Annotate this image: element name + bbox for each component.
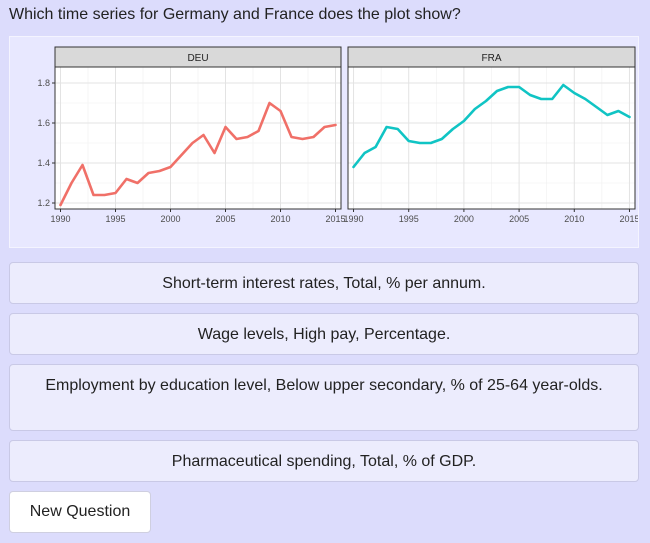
answer-option-2[interactable]: Wage levels, High pay, Percentage.: [9, 313, 639, 355]
y-tick-label: 1.4: [37, 158, 50, 168]
answer-option-1[interactable]: Short-term interest rates, Total, % per …: [9, 262, 639, 304]
x-tick-label: 2005: [509, 214, 529, 224]
plot-area: DEU 1990 1995 2000 2005 2010 2015 1.2 1.4 1.6 1.8 F…: [9, 36, 639, 248]
new-question-button[interactable]: New Question: [9, 491, 151, 533]
x-tick-label: 1995: [399, 214, 419, 224]
x-tick-label: 2005: [215, 214, 235, 224]
facet-label-deu: DEU: [187, 53, 208, 64]
panel-border-fra: [347, 66, 636, 210]
x-tick-label: 2010: [564, 214, 584, 224]
y-tick-label: 1.2: [37, 198, 50, 208]
question-text: Which time series for Germany and France…: [9, 6, 461, 23]
x-tick-label: 1990: [344, 214, 364, 224]
y-tick-label: 1.6: [37, 118, 50, 128]
panel-border-deu: [54, 66, 342, 210]
x-tick-label: 2015: [619, 214, 638, 224]
x-tick-label: 2000: [160, 214, 180, 224]
series-line-deu: [59, 101, 337, 207]
facet-label-fra: FRA: [482, 53, 502, 64]
faceted-line-chart: DEU 1990 1995 2000 2005 2010 2015 1.2 1.4 1.6 1.8 F…: [37, 46, 638, 224]
y-tick-label: 1.8: [37, 78, 50, 88]
x-tick-label: 2010: [270, 214, 290, 224]
answer-option-3[interactable]: Employment by education level, Below upp…: [9, 364, 639, 431]
answer-option-4[interactable]: Pharmaceutical spending, Total, % of GDP…: [9, 440, 639, 482]
series-line-fra: [352, 83, 631, 169]
x-tick-label: 2015: [325, 214, 345, 224]
x-tick-label: 2000: [454, 214, 474, 224]
x-tick-label: 1995: [105, 214, 125, 224]
x-tick-label: 1990: [50, 214, 70, 224]
